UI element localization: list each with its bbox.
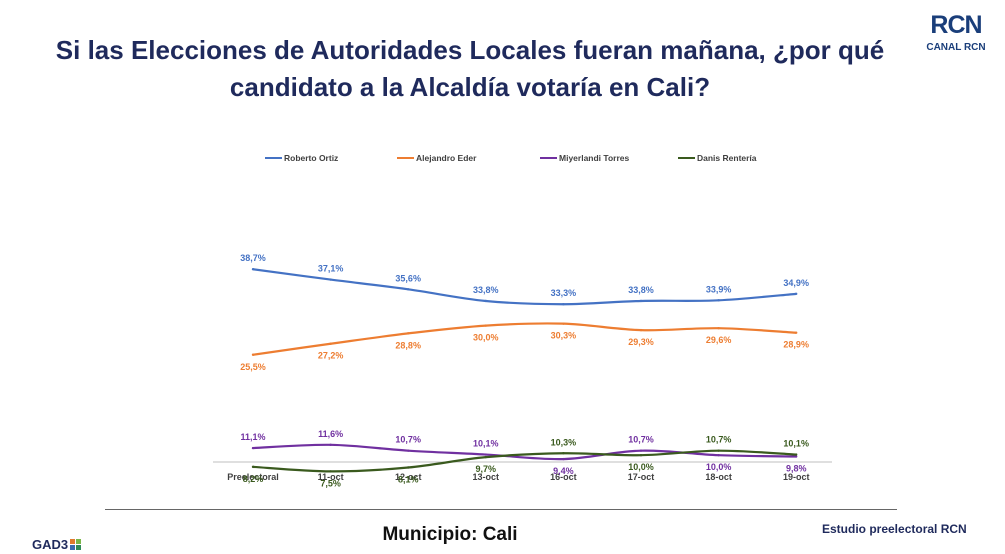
cube-icon bbox=[70, 539, 82, 550]
data-point-danis-renteria-18-oct bbox=[717, 449, 720, 452]
data-point-roberto-ortiz-13-oct bbox=[484, 299, 487, 303]
data-point-roberto-ortiz-preelectoral bbox=[251, 268, 255, 271]
data-point-alejandro-eder-19-oct bbox=[795, 331, 798, 334]
data-point-alejandro-eder-17-oct bbox=[639, 328, 643, 332]
legend-label-danis-renteria: Danis Rentería bbox=[697, 153, 757, 163]
data-label-miyerlandi-torres-16-oct: 9,4% bbox=[553, 466, 574, 476]
data-label-miyerlandi-torres-13-oct: 10,1% bbox=[473, 439, 499, 449]
data-label-alejandro-eder-preelectoral: 25,5% bbox=[240, 362, 266, 372]
data-label-alejandro-eder-19-oct: 28,9% bbox=[783, 340, 809, 350]
data-label-miyerlandi-torres-19-oct: 9,8% bbox=[786, 463, 807, 473]
data-label-alejandro-eder-18-oct: 29,6% bbox=[706, 335, 732, 345]
series-line-roberto-ortiz bbox=[252, 268, 797, 306]
municipality-label: Municipio: Cali bbox=[382, 524, 518, 545]
data-label-danis-renteria-18-oct: 10,7% bbox=[706, 435, 732, 445]
data-point-alejandro-eder-preelectoral bbox=[251, 353, 255, 356]
x-tick-label-13-oct: 13-oct bbox=[473, 472, 500, 482]
data-point-alejandro-eder-11-oct bbox=[329, 342, 332, 345]
data-point-miyerlandi-torres-13-oct bbox=[484, 453, 487, 456]
legend-label-roberto-ortiz: Roberto Ortiz bbox=[284, 153, 338, 163]
legend-label-miyerlandi-torres: Miyerlandi Torres bbox=[559, 153, 629, 163]
series-line-miyerlandi-torres bbox=[252, 443, 797, 461]
data-label-roberto-ortiz-13-oct: 33,8% bbox=[473, 285, 499, 295]
data-point-danis-renteria-17-oct bbox=[639, 454, 643, 457]
x-tick-label-17-oct: 17-oct bbox=[628, 472, 655, 482]
data-label-danis-renteria-17-oct: 10,0% bbox=[628, 462, 654, 472]
rcn-logo-text: CANAL RCN bbox=[926, 42, 986, 53]
data-label-miyerlandi-torres-18-oct: 10,0% bbox=[706, 462, 732, 472]
data-point-miyerlandi-torres-preelectoral bbox=[251, 446, 255, 450]
data-label-roberto-ortiz-11-oct: 37,1% bbox=[318, 264, 344, 274]
data-label-roberto-ortiz-preelectoral: 38,7% bbox=[240, 253, 266, 263]
data-label-roberto-ortiz-18-oct: 33,9% bbox=[706, 284, 732, 294]
data-point-miyerlandi-torres-18-oct bbox=[717, 454, 720, 457]
data-point-roberto-ortiz-18-oct bbox=[717, 299, 720, 302]
data-point-miyerlandi-torres-16-oct bbox=[562, 457, 565, 461]
x-tick-label-11-oct: 11-oct bbox=[318, 472, 344, 482]
data-label-miyerlandi-torres-17-oct: 10,7% bbox=[628, 435, 654, 445]
footer-divider bbox=[105, 509, 897, 510]
data-label-danis-renteria-13-oct: 9,7% bbox=[476, 464, 497, 474]
legend-label-alejandro-eder: Alejandro Eder bbox=[416, 153, 477, 163]
x-tick-label-16-oct: 16-oct bbox=[550, 472, 577, 482]
study-label: Estudio preelectoral RCN bbox=[822, 522, 967, 536]
series-line-alejandro-eder bbox=[252, 322, 797, 356]
data-label-danis-renteria-16-oct: 10,3% bbox=[551, 437, 577, 447]
data-point-alejandro-eder-13-oct bbox=[484, 324, 487, 327]
data-point-roberto-ortiz-12-oct bbox=[407, 288, 410, 291]
data-label-miyerlandi-torres-preelectoral: 11,1% bbox=[240, 432, 265, 442]
data-point-danis-renteria-13-oct bbox=[484, 455, 487, 459]
data-point-danis-renteria-16-oct bbox=[562, 452, 565, 455]
rcn-logo-mark: RCN bbox=[930, 11, 982, 39]
data-label-alejandro-eder-11-oct: 27,2% bbox=[318, 351, 344, 361]
data-label-danis-renteria-preelectoral: 8,2% bbox=[243, 474, 264, 484]
data-label-miyerlandi-torres-11-oct: 11,6% bbox=[318, 429, 343, 439]
data-label-roberto-ortiz-17-oct: 33,8% bbox=[628, 285, 654, 295]
data-point-miyerlandi-torres-11-oct bbox=[329, 443, 332, 447]
data-label-miyerlandi-torres-12-oct: 10,7% bbox=[395, 435, 421, 445]
data-label-roberto-ortiz-19-oct: 34,9% bbox=[783, 278, 809, 288]
gad3-logo-text: GAD3 bbox=[32, 537, 69, 552]
x-tick-label-preelectoral: Preelectoral bbox=[227, 472, 279, 482]
data-point-danis-renteria-11-oct bbox=[329, 470, 332, 473]
data-label-alejandro-eder-13-oct: 30,0% bbox=[473, 333, 499, 343]
x-tick-label-19-oct: 19-oct bbox=[783, 472, 810, 482]
data-point-danis-renteria-19-oct bbox=[795, 453, 798, 456]
data-point-miyerlandi-torres-19-oct bbox=[795, 455, 798, 458]
data-label-roberto-ortiz-12-oct: 35,6% bbox=[395, 273, 421, 283]
data-point-miyerlandi-torres-12-oct bbox=[407, 449, 410, 452]
canal-rcn-logo: RCN CANAL RCN bbox=[923, 10, 989, 58]
data-point-danis-renteria-preelectoral bbox=[251, 465, 255, 469]
gad3-logo: GAD3 bbox=[32, 537, 82, 552]
data-point-alejandro-eder-18-oct bbox=[717, 326, 720, 330]
line-chart: Preelectoral 11-oct 12-oct 13-oct 16-oct 17-o… bbox=[213, 153, 832, 488]
chart-title: Si las Elecciones de Autoridades Locales… bbox=[55, 35, 885, 102]
data-label-alejandro-eder-16-oct: 30,3% bbox=[551, 331, 577, 341]
data-label-danis-renteria-19-oct: 10,1% bbox=[783, 439, 809, 449]
data-point-roberto-ortiz-11-oct bbox=[329, 278, 332, 281]
data-label-alejandro-eder-12-oct: 28,8% bbox=[395, 340, 421, 350]
data-label-danis-renteria-12-oct: 8,1% bbox=[398, 475, 419, 485]
data-label-danis-renteria-11-oct: 7,5% bbox=[320, 478, 341, 488]
data-label-roberto-ortiz-16-oct: 33,3% bbox=[551, 288, 577, 298]
data-point-alejandro-eder-12-oct bbox=[407, 332, 410, 335]
data-point-miyerlandi-torres-17-oct bbox=[639, 449, 643, 452]
data-point-roberto-ortiz-17-oct bbox=[639, 299, 643, 303]
x-tick-label-12-oct: 12-oct bbox=[395, 472, 422, 482]
data-point-roberto-ortiz-16-oct bbox=[562, 303, 565, 306]
data-point-roberto-ortiz-19-oct bbox=[795, 292, 798, 296]
x-tick-label-18-oct: 18-oct bbox=[705, 472, 732, 482]
data-point-danis-renteria-12-oct bbox=[407, 466, 410, 469]
series-line-danis-renteria bbox=[252, 449, 797, 473]
data-label-alejandro-eder-17-oct: 29,3% bbox=[628, 337, 654, 347]
data-point-alejandro-eder-16-oct bbox=[562, 322, 565, 325]
